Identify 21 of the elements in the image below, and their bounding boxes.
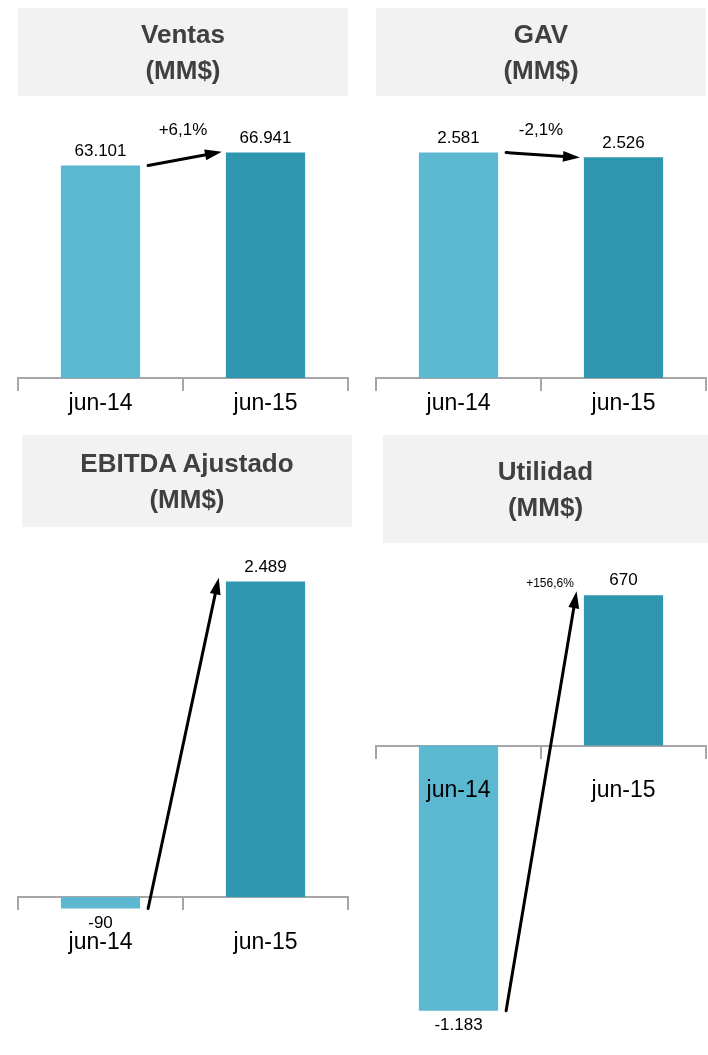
data-label: 2.526 [602, 132, 645, 152]
x-tick-label: jun-15 [232, 388, 298, 415]
data-label: -1.183 [434, 1014, 483, 1034]
x-tick-label: jun-15 [590, 388, 656, 415]
data-label: 66.941 [239, 127, 292, 147]
data-label: 2.489 [244, 556, 287, 576]
chart-title: Utilidad (MM$) [383, 435, 708, 543]
x-tick-label: jun-14 [425, 776, 491, 803]
data-label: 2.581 [437, 127, 480, 147]
x-tick-label: jun-15 [232, 927, 298, 954]
text: -2,1% [518, 119, 564, 139]
chart-title: EBITDA Ajustado (MM$) [22, 435, 352, 527]
data-label: 63.101 [74, 140, 127, 160]
x-tick-label: jun-14 [425, 388, 491, 415]
chart-title: Ventas (MM$) [18, 8, 348, 96]
x-tick-label: jun-14 [67, 388, 133, 415]
data-label: 670 [609, 570, 638, 590]
text: +156,6% [526, 575, 575, 590]
x-tick-label: jun-15 [590, 776, 656, 803]
chart-title: GAV (MM$) [376, 8, 706, 96]
text: +6,1% [158, 119, 208, 139]
